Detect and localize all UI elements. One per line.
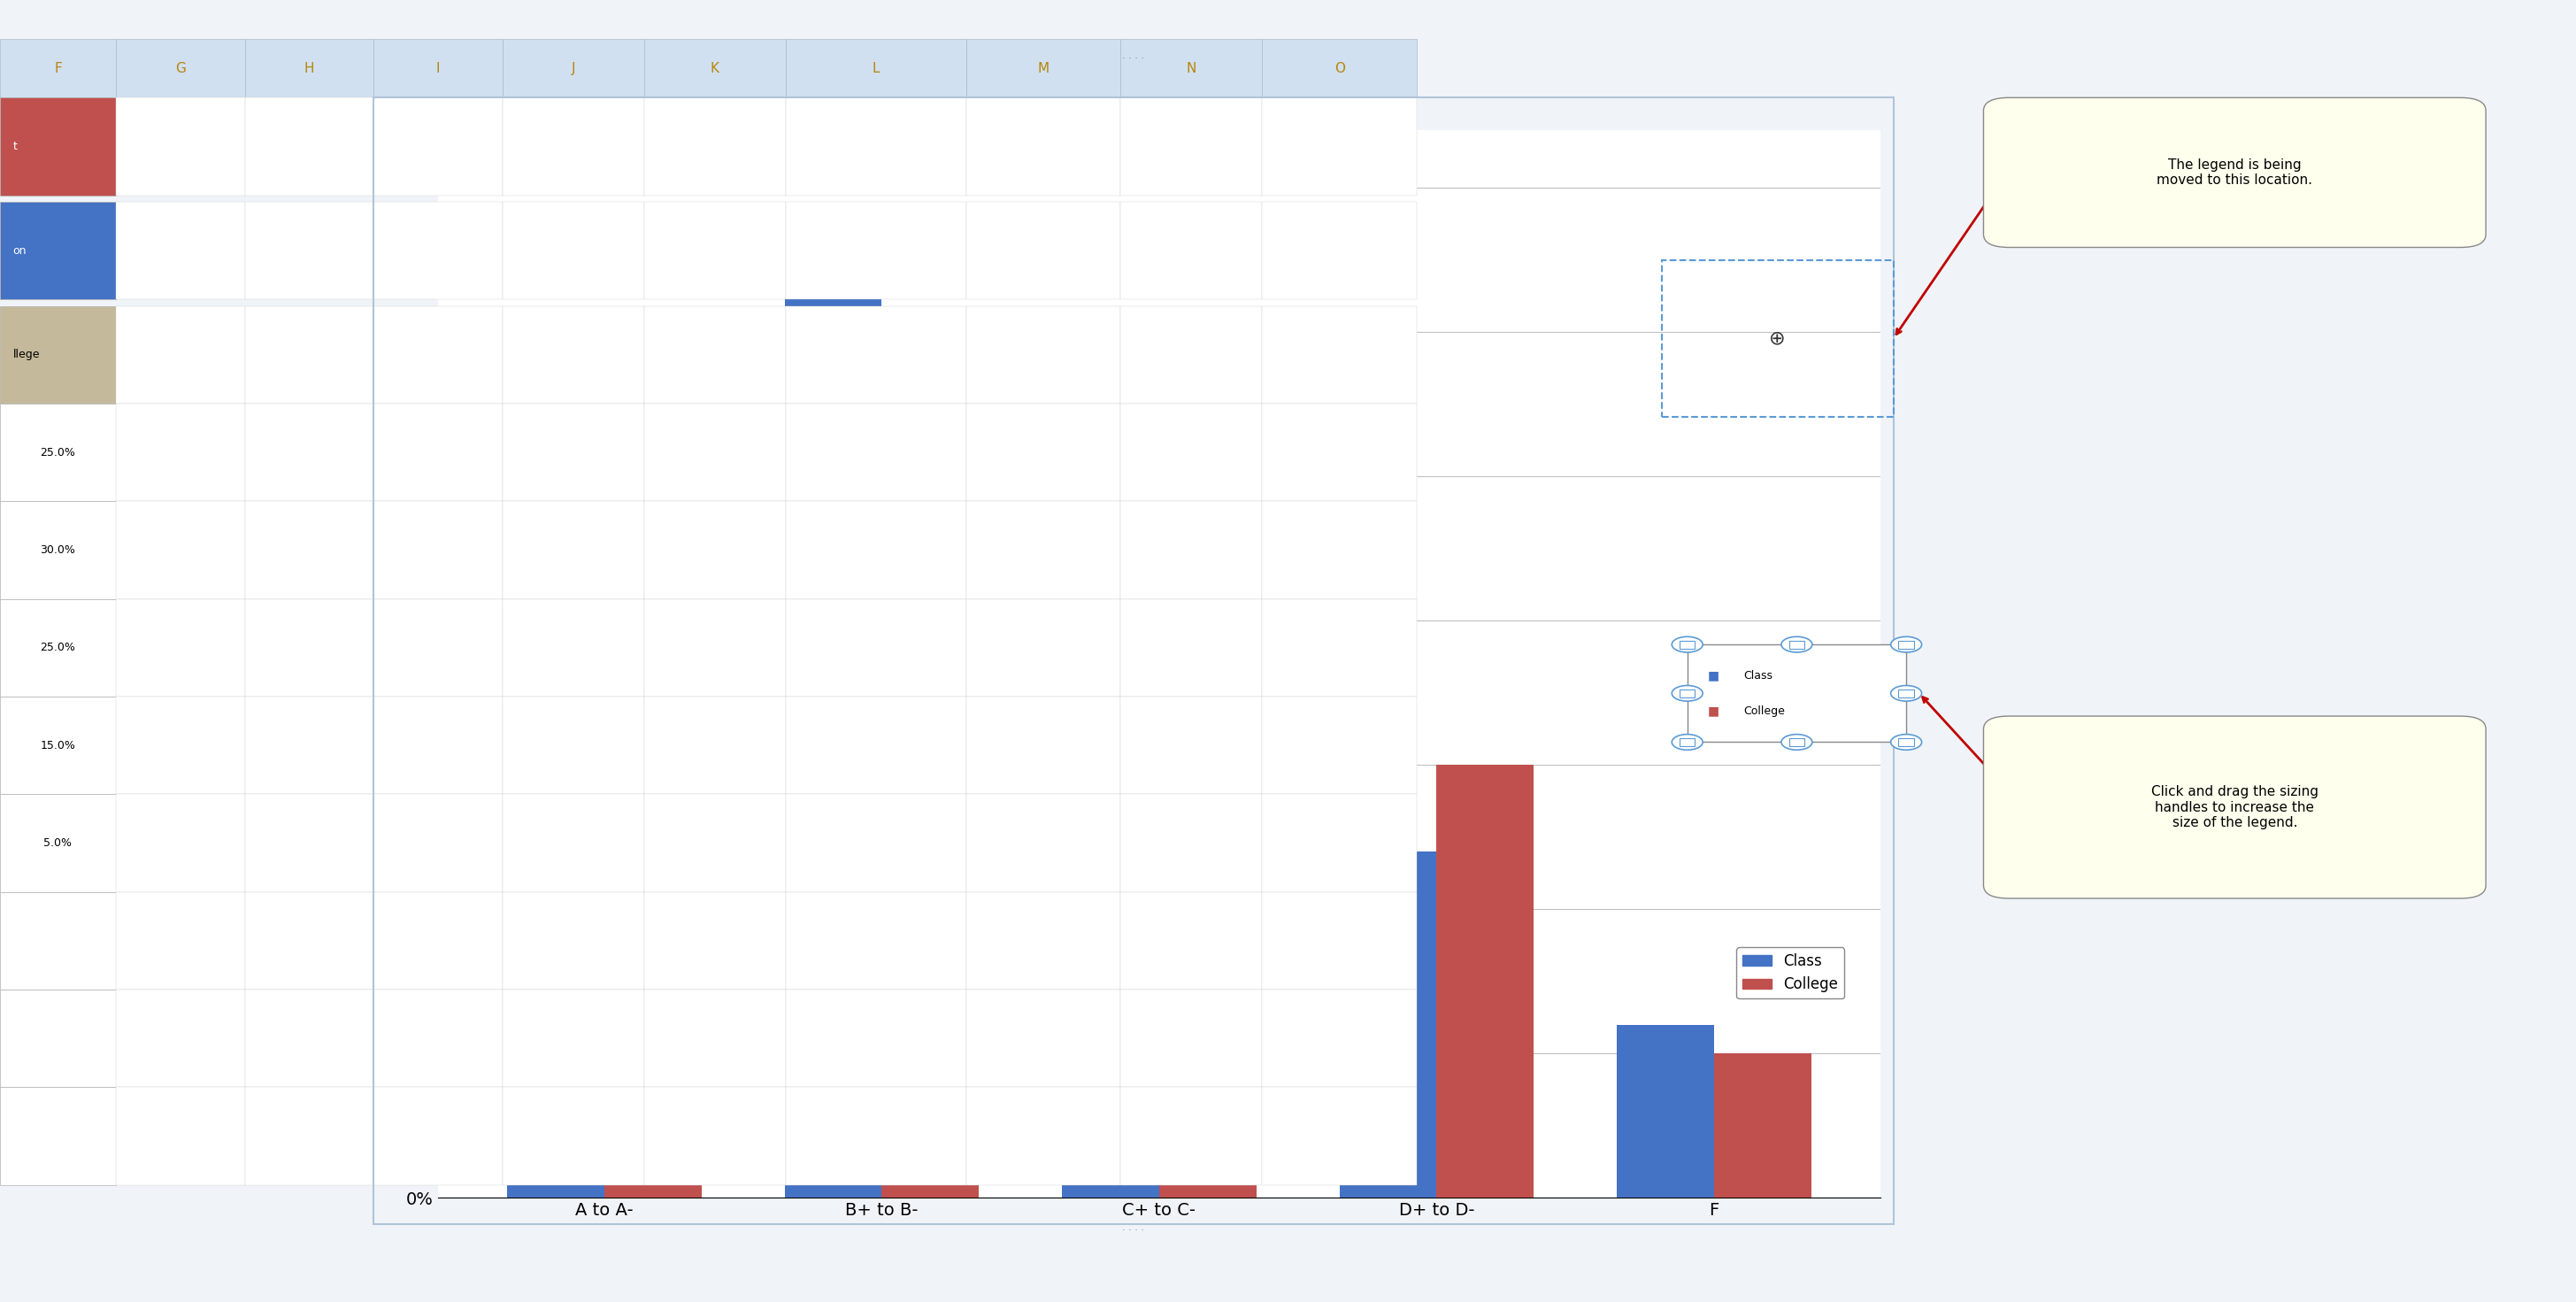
Text: 25.0%: 25.0% [41, 642, 75, 654]
Text: t: t [13, 141, 18, 152]
Text: N: N [1188, 61, 1195, 76]
Text: M: M [1038, 61, 1048, 76]
Text: K: K [711, 61, 719, 76]
Bar [507, 635, 605, 1198]
Text: College: College [1744, 706, 1785, 716]
Bar [786, 289, 881, 1198]
Bar [1437, 766, 1533, 1198]
Bar [1618, 1025, 1713, 1198]
Title: Grade Distribution  Comparison: Grade Distribution Comparison [940, 92, 1378, 117]
Text: O: O [1334, 61, 1345, 76]
Bar [1061, 318, 1159, 1198]
Text: · · · ·: · · · · [1123, 1226, 1144, 1234]
Text: 15.0%: 15.0% [41, 740, 75, 751]
Text: J: J [572, 61, 574, 76]
Bar [1340, 852, 1437, 1198]
Text: Class: Class [1744, 671, 1772, 681]
Text: F: F [54, 61, 62, 76]
Text: I: I [435, 61, 440, 76]
Text: The legend is being
moved to this location.: The legend is being moved to this locati… [2156, 158, 2313, 187]
Bar [1159, 477, 1257, 1198]
Text: on: on [13, 245, 26, 256]
Legend: Class, College: Class, College [1736, 948, 1844, 999]
Text: L: L [873, 61, 878, 76]
Text: H: H [304, 61, 314, 76]
Text: 25.0%: 25.0% [41, 447, 75, 458]
Text: ■: ■ [1708, 669, 1721, 682]
Text: G: G [175, 61, 185, 76]
Bar [1713, 1053, 1811, 1198]
Bar [881, 332, 979, 1198]
Text: ⊕: ⊕ [1770, 329, 1785, 348]
Text: llege: llege [13, 349, 39, 361]
Text: 5.0%: 5.0% [44, 837, 72, 849]
Text: 30.0%: 30.0% [41, 544, 75, 556]
Text: ■: ■ [1708, 704, 1721, 717]
Text: · · · ·: · · · · [1123, 55, 1144, 62]
Text: Click and drag the sizing
handles to increase the
size of the legend.: Click and drag the sizing handles to inc… [2151, 785, 2318, 829]
Bar [605, 477, 701, 1198]
